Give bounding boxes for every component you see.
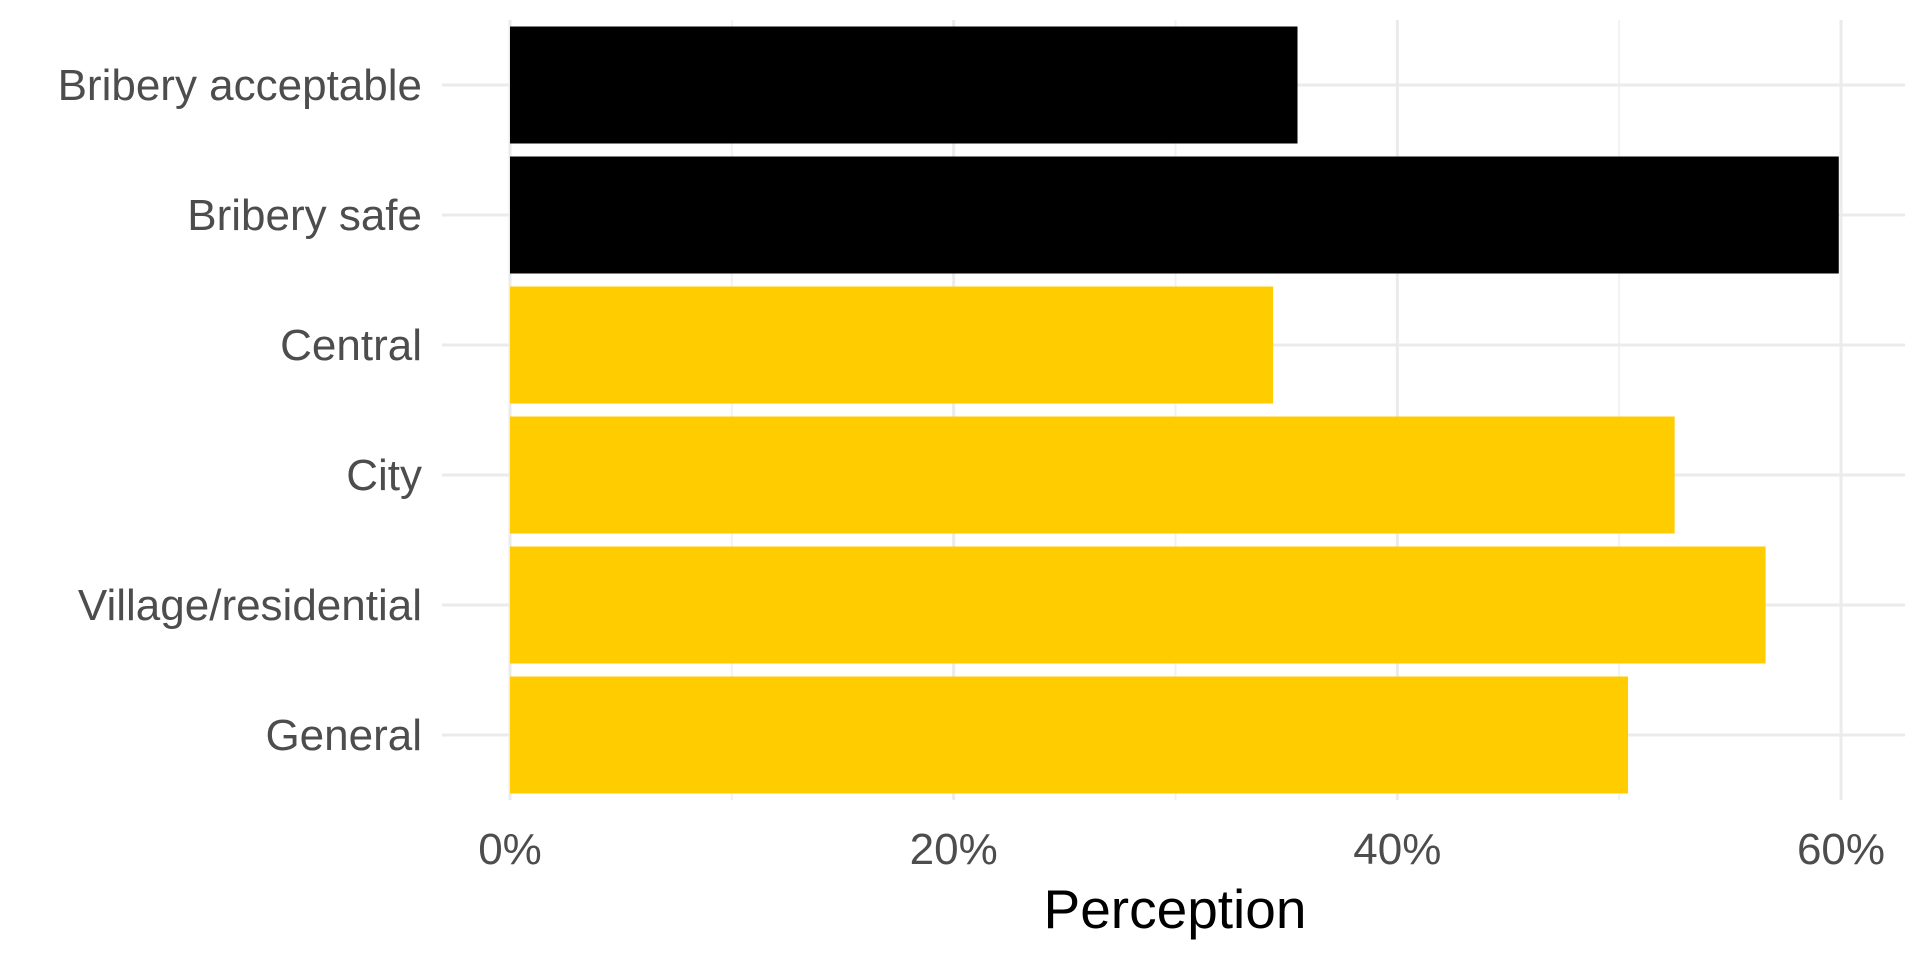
bar	[510, 156, 1839, 274]
bar	[510, 546, 1766, 664]
x-tick-label: 60%	[1797, 825, 1885, 874]
category-label: City	[346, 451, 422, 500]
category-label: Central	[280, 321, 422, 370]
category-labels: Bribery acceptable Bribery safe Central Cit…	[58, 61, 422, 760]
category-label: Village/residential	[78, 581, 422, 630]
x-axis-title: Perception	[1044, 878, 1307, 940]
bar	[510, 26, 1298, 144]
bar	[510, 416, 1675, 534]
category-label: Bribery acceptable	[58, 61, 422, 110]
x-tick-label: 40%	[1353, 825, 1441, 874]
bar	[510, 676, 1629, 794]
category-label: Bribery safe	[187, 191, 422, 240]
x-tick-label: 20%	[910, 825, 998, 874]
x-tick-labels: 0% 20% 40% 60%	[478, 825, 1885, 874]
bar-layer	[510, 26, 1839, 794]
x-tick-label: 0%	[478, 825, 542, 874]
bar	[510, 286, 1274, 404]
category-label: General	[265, 711, 422, 760]
